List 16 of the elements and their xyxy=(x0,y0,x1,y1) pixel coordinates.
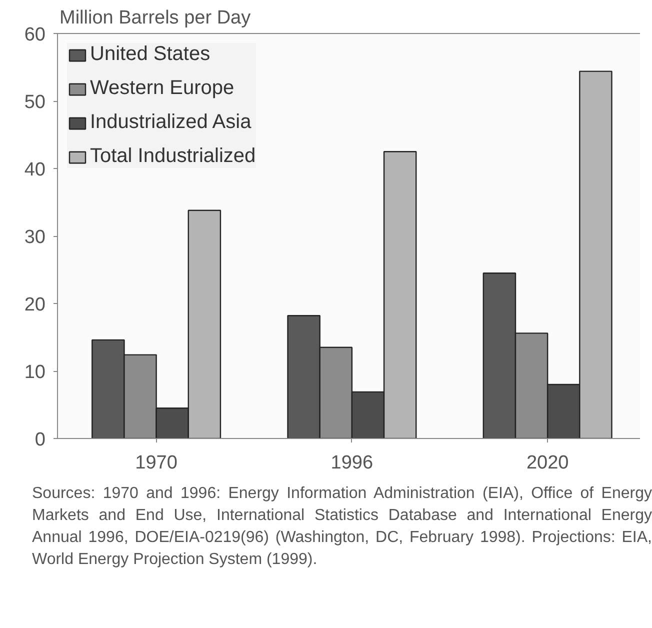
legend-label: United States xyxy=(90,43,210,66)
legend-label: Western Europe xyxy=(90,77,234,100)
y-tick-label: 30 xyxy=(24,227,46,248)
y-tick-label: 20 xyxy=(24,294,46,316)
x-tick-label: 1970 xyxy=(135,452,178,474)
y-tick-label: 60 xyxy=(24,24,46,46)
y-tick-label: 10 xyxy=(24,362,46,383)
y-tick-label: 40 xyxy=(24,160,46,180)
source-note: Sources: 1970 and 1996: Energy Information Administration (EIA), Office of Energy Markets and End Use, International Statistics Database and International Energy Annual 1996, DOE/EIA-0219(96) (Washington, DC, February 1998). Projections: EIA, World Energy Projection System (1999). xyxy=(32,484,652,570)
y-axis-title: Million Barrels per Day xyxy=(60,8,252,28)
x-tick-label: 2020 xyxy=(526,452,569,474)
x-tick-label: 1996 xyxy=(330,452,374,474)
legend-label: Total Industrialized xyxy=(90,145,256,168)
legend-label: Industrialized Asia xyxy=(90,111,252,134)
y-tick-label: 0 xyxy=(34,430,46,450)
y-tick-label: 50 xyxy=(24,92,46,113)
